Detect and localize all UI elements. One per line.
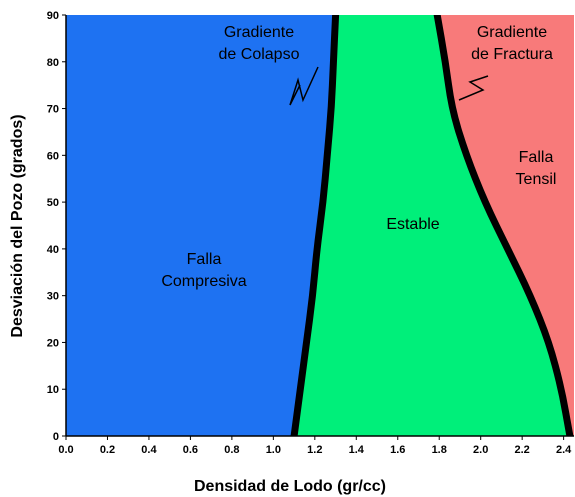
x-tick-label: 1.8 <box>432 444 447 456</box>
x-tick-label: 0.8 <box>224 444 239 456</box>
x-tick-label: 0.6 <box>183 444 198 456</box>
y-tick-label: 50 <box>47 197 59 209</box>
y-tick-label: 60 <box>47 150 59 162</box>
series-line-gradiente-fractura <box>433 15 574 436</box>
region-falla-compresiva <box>66 15 336 436</box>
y-tick-label: 70 <box>47 104 59 116</box>
x-tick-label: 0.4 <box>141 444 157 456</box>
x-axis-label: Densidad de Lodo (gr/cc) <box>194 478 386 495</box>
annotation-gradiente-colapso: Gradiente de Colapso <box>219 24 300 63</box>
x-tick-label: 0.0 <box>58 444 73 456</box>
y-tick-label: 20 <box>47 337 59 349</box>
series-line-gradiente-colapso <box>290 15 340 436</box>
region-falla-tensil <box>437 15 574 436</box>
y-tick-label: 30 <box>47 291 59 303</box>
annotation-pointer-fractura <box>458 75 489 101</box>
x-tick-label: 1.0 <box>266 444 281 456</box>
annotation-pointer-colapso <box>289 66 319 106</box>
x-tick-label: 2.2 <box>515 444 530 456</box>
x-tick-label: 1.2 <box>307 444 322 456</box>
y-axis-label: Desviación del Pozo (grados) <box>9 114 26 337</box>
annotation-gradiente-fractura: Gradiente de Fractura <box>471 24 553 63</box>
y-tick-label: 10 <box>47 384 59 396</box>
region-label-falla-tensil: Falla Tensil <box>516 149 557 188</box>
x-tick-label: 1.6 <box>390 444 405 456</box>
region-label-falla-compresiva: Falla Compresiva <box>161 251 246 290</box>
region-estable <box>294 15 570 436</box>
x-tick-label: 0.2 <box>100 444 115 456</box>
y-tick-label: 90 <box>47 10 59 22</box>
y-tick-label: 40 <box>47 244 59 256</box>
y-tick-label: 80 <box>47 57 59 69</box>
x-tick-label: 1.4 <box>349 444 365 456</box>
region-label-estable: Estable <box>386 216 439 233</box>
y-tick-label: 0 <box>53 431 59 443</box>
x-tick-label: 2.4 <box>556 444 572 456</box>
x-tick-label: 2.0 <box>473 444 488 456</box>
